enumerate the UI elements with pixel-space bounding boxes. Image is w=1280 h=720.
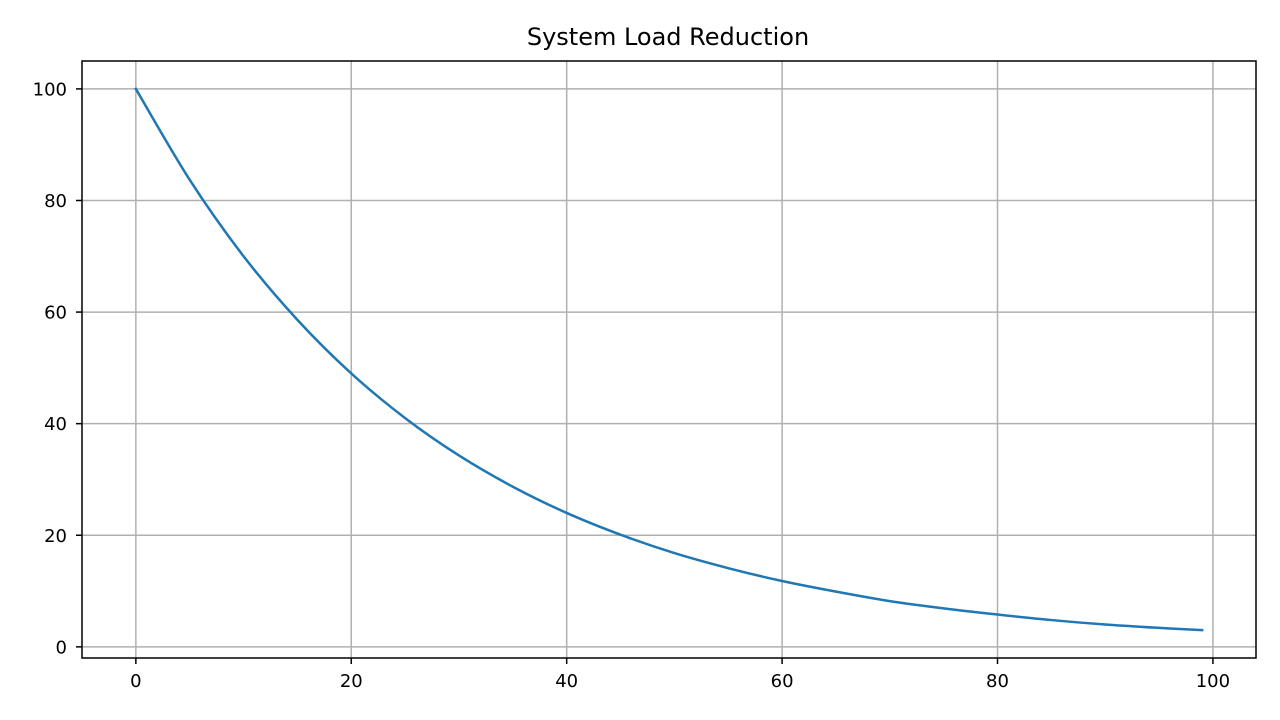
x-tick-label: 60: [771, 671, 794, 692]
y-tick-label: 0: [56, 637, 67, 658]
y-tick-label: 100: [33, 79, 67, 100]
series-line-0: [134, 87, 1204, 632]
x-tick-label: 100: [1196, 671, 1230, 692]
chart-title: System Load Reduction: [527, 23, 809, 51]
grid-lines: [82, 61, 1256, 658]
series-layer: [134, 87, 1204, 632]
x-tick-label: 80: [986, 671, 1009, 692]
y-tick-label: 60: [44, 303, 67, 324]
x-tick-label: 20: [340, 671, 363, 692]
y-tick-label: 20: [44, 526, 67, 547]
plot-area-frame: [81, 60, 1257, 659]
x-tick-label: 40: [555, 671, 578, 692]
y-tick-label: 80: [44, 191, 67, 212]
y-tick-label: 40: [44, 414, 67, 435]
x-tick-label: 0: [130, 671, 141, 692]
axis-ticks: 0 20 40 60 80 100 0 20 40 60 80 100: [33, 79, 1230, 692]
